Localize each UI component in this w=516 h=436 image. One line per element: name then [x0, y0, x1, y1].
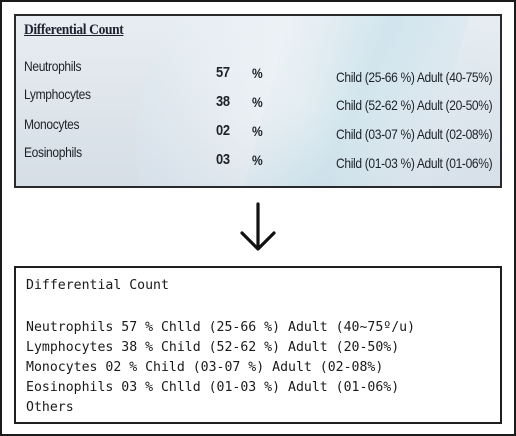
ocr-line: Neutrophils 57 % Chlld (25-66 %) Adult (…: [26, 320, 416, 335]
ocr-line: Eosinophils 03 % Chlld (01-03 %) Adult (…: [26, 380, 400, 395]
ocr-line: Monocytes 02 % Child (03-07 %) Adult (02…: [26, 360, 384, 375]
photo-row-value: 38: [216, 93, 230, 110]
photo-row-range: Child (52-62 %) Adult (20-50%): [336, 97, 493, 113]
photo-row-range: Child (01-03 %) Adult (01-06%): [336, 155, 493, 171]
photo-row-range: Child (03-07 %) Adult (02-08%): [336, 126, 493, 142]
photo-row-range: Child (25-66 %) Adult (40-75%): [336, 69, 493, 85]
ocr-line: Others: [26, 400, 74, 415]
photo-row-name: Monocytes: [24, 116, 80, 132]
photo-row-value: 03: [216, 151, 230, 168]
photo-row-unit: %: [252, 123, 263, 139]
photo-row-value: 02: [216, 122, 230, 139]
report-photo: Differential Count Neutrophils 57 % Chil…: [14, 14, 502, 188]
down-arrow-icon: [240, 202, 276, 251]
photo-title: Differential Count: [24, 22, 124, 38]
photo-row-name: Eosinophils: [24, 144, 82, 160]
ocr-output-box: Differential Count Neutrophils 57 % Chll…: [14, 266, 502, 424]
ocr-title: Differential Count: [26, 278, 169, 293]
photo-row-name: Neutrophils: [24, 58, 82, 74]
photo-row-unit: %: [252, 65, 263, 81]
photo-row-value: 57: [216, 64, 230, 81]
photo-row-unit: %: [252, 94, 263, 110]
photo-row-name: Lymphocytes: [24, 86, 91, 102]
photo-glare: [136, 16, 500, 186]
ocr-line: Lymphocytes 38 % Child (52-62 %) Adult (…: [26, 340, 400, 355]
photo-row-unit: %: [252, 152, 263, 168]
